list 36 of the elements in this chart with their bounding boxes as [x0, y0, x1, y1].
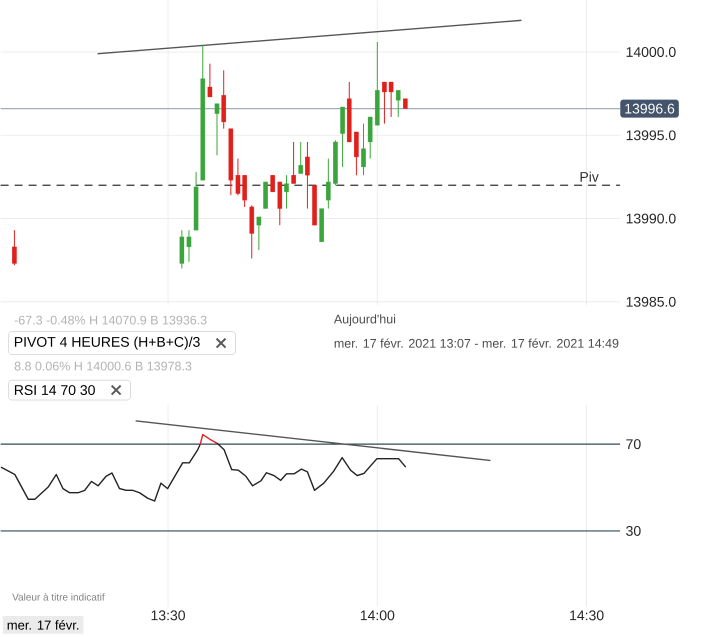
candlestick — [298, 142, 304, 174]
text: PIVOT 4 HEURES (H+B+C)/3 — [14, 336, 200, 350]
line-series — [200, 434, 218, 445]
y-tick-label: 13985.0 — [626, 296, 676, 307]
y-tick-label: 13990.0 — [626, 214, 676, 224]
candlestick — [208, 63, 212, 98]
ref-line-label: 13996.6 — [625, 104, 674, 114]
x-tick-label: 13:30 — [152, 610, 185, 620]
candlestick — [361, 123, 366, 176]
candlestick — [326, 158, 331, 210]
text: -67.3 -0.48% H 14070.9 B 13936.3 — [14, 316, 207, 325]
y-tick-label: 14000.0 — [626, 47, 676, 58]
candlestick — [284, 174, 289, 210]
annotation: Valeur à titre indicatif — [12, 593, 105, 601]
candlestick — [214, 103, 220, 156]
text: mer. 17 févr. — [8, 620, 78, 630]
x-tick-label: 14:30 — [570, 610, 604, 620]
text: mer. 17 févr. 2021 13:07 - mer. 17 févr. 2021 14:49 — [334, 338, 618, 348]
line-series — [0, 443, 201, 502]
y-tick-label: 13995.0 — [626, 130, 676, 140]
line-series — [216, 442, 406, 492]
candlestick — [270, 174, 275, 192]
y-tick-label: 30 — [626, 526, 641, 536]
y-tick-label: 70 — [626, 439, 641, 450]
ref-line-label: Piv — [580, 172, 599, 182]
text: RSI 14 70 30 — [14, 385, 95, 396]
text: 8.8 0.06% H 14000.6 B 13978.3 — [14, 362, 192, 371]
candlestick — [396, 90, 401, 118]
text: Aujourd'hui — [334, 314, 396, 326]
candlestick — [305, 142, 310, 210]
candlestick — [291, 142, 296, 184]
candlestick — [256, 216, 262, 251]
candlestick — [403, 98, 408, 110]
candlestick — [186, 230, 192, 262]
candlestick — [12, 230, 17, 266]
x-tick-label: 14:00 — [360, 610, 394, 620]
